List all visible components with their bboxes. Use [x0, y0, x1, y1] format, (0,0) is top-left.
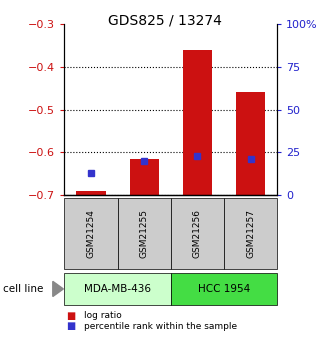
Text: log ratio: log ratio — [84, 311, 122, 320]
Text: GSM21257: GSM21257 — [246, 209, 255, 258]
Text: ■: ■ — [66, 321, 75, 331]
Text: GSM21256: GSM21256 — [193, 209, 202, 258]
Text: MDA-MB-436: MDA-MB-436 — [84, 284, 151, 294]
Text: HCC 1954: HCC 1954 — [198, 284, 250, 294]
Bar — [236, 92, 265, 195]
Text: cell line: cell line — [3, 284, 44, 294]
Text: GDS825 / 13274: GDS825 / 13274 — [108, 14, 222, 28]
Text: percentile rank within the sample: percentile rank within the sample — [84, 322, 237, 331]
Bar — [183, 50, 212, 195]
Bar — [76, 191, 106, 195]
Text: ■: ■ — [66, 311, 75, 321]
Bar — [130, 159, 159, 195]
Text: GSM21254: GSM21254 — [86, 209, 95, 258]
Text: GSM21255: GSM21255 — [140, 209, 149, 258]
